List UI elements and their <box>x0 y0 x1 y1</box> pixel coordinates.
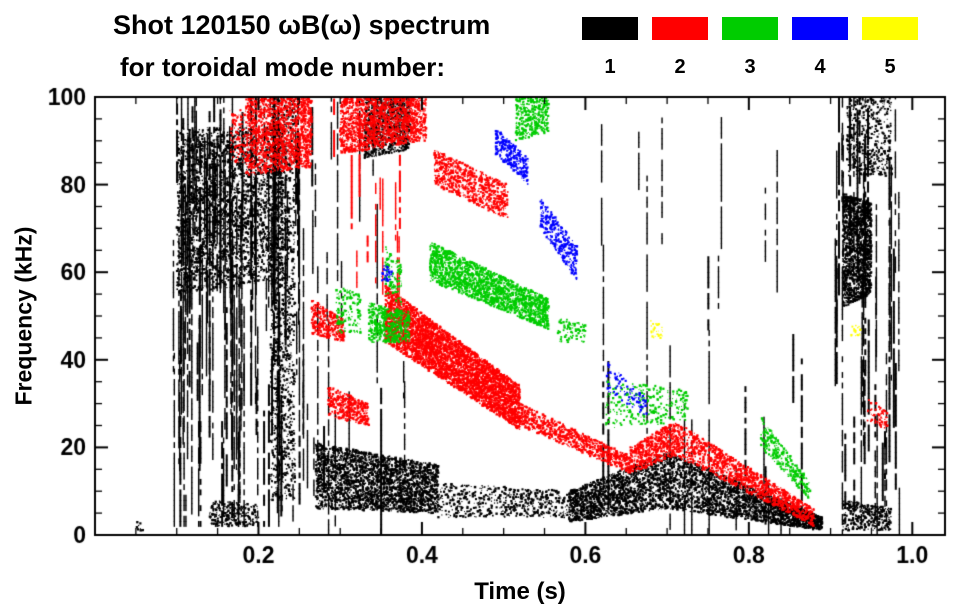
legend-swatch-n5 <box>862 17 918 40</box>
figure-title: Shot 120150 ωB(ω) spectrum <box>113 10 491 40</box>
legend-label-n1: 1 <box>604 56 616 78</box>
legend-label-n4: 4 <box>814 56 826 78</box>
legend-label-n5: 5 <box>884 56 896 78</box>
legend-swatch-n1 <box>582 17 638 40</box>
legend-numbers: 1 2 3 4 5 <box>582 56 918 79</box>
legend-swatches <box>582 17 918 40</box>
legend-swatch-n2 <box>652 17 708 40</box>
legend-swatch-n4 <box>792 17 848 40</box>
y-axis-label: Frequency (kHz) <box>10 226 37 406</box>
legend-label-n3: 3 <box>744 56 756 78</box>
legend-swatch-n3 <box>722 17 778 40</box>
legend-label-n2: 2 <box>674 56 686 78</box>
figure-subtitle: for toroidal mode number: <box>120 52 445 82</box>
x-axis-label: Time (s) <box>474 578 566 605</box>
